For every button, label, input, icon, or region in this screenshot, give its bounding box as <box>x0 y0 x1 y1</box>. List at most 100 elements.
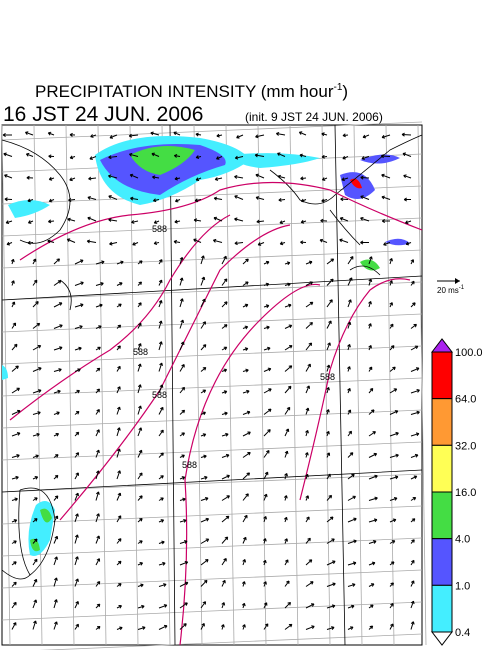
wind-arrow <box>53 577 58 587</box>
wind-arrow <box>32 578 38 587</box>
grid-line <box>353 124 363 646</box>
wind-arrow <box>32 558 38 566</box>
wind-arrow <box>108 155 118 160</box>
wind-arrow <box>283 516 288 523</box>
wind-arrow <box>74 534 79 544</box>
wind-arrow <box>32 258 37 265</box>
wind-arrow <box>341 177 349 182</box>
wind-arrow <box>368 583 375 587</box>
wind-arrow <box>90 134 97 138</box>
wind-arrow <box>410 600 415 609</box>
wind-arrow <box>347 539 357 544</box>
contour <box>19 181 423 261</box>
wind-arrow <box>389 603 394 609</box>
wind-arrow <box>410 497 417 501</box>
wind-arrow <box>95 388 101 394</box>
wind-arrow <box>179 341 185 351</box>
wind-arrow <box>326 278 334 286</box>
wind-arrow <box>368 561 376 566</box>
wind-arrow <box>32 367 42 372</box>
grid-line <box>1 473 423 493</box>
contour-label: 588 <box>182 460 197 470</box>
wind-arrow <box>95 535 101 544</box>
wind-arrow <box>254 153 265 158</box>
grid-line <box>1 281 423 301</box>
wind-arrow <box>116 406 121 415</box>
wind-arrow <box>368 540 377 544</box>
wind-arrow <box>263 282 270 287</box>
title: PRECIPITATION INTENSITY (mm hour-1) <box>35 82 348 101</box>
wind-arrow <box>368 409 375 415</box>
wind-arrow <box>74 513 79 523</box>
wind-arrow <box>116 560 122 566</box>
wind-arrow <box>263 260 270 265</box>
wind-arrow <box>284 406 291 415</box>
wind-arrow <box>305 537 311 544</box>
wind-arrow <box>263 325 270 330</box>
wind-arrow <box>284 472 288 480</box>
wind-arrow <box>362 134 370 139</box>
wind-arrow <box>11 475 19 480</box>
wind-arrow <box>389 388 398 394</box>
wind-arrow <box>360 240 370 245</box>
wind-arrow <box>305 321 313 329</box>
wind-arrow <box>284 385 292 394</box>
wind-arrow <box>221 453 230 458</box>
wind-arrow <box>95 408 100 415</box>
wind-arrow <box>236 134 244 139</box>
wind-arrow <box>95 260 105 265</box>
wind-arrow <box>195 177 202 181</box>
wind-arrow <box>221 495 230 501</box>
wind-arrow <box>53 556 58 566</box>
colorbar-segment <box>431 398 453 446</box>
wind-arrow <box>24 131 34 136</box>
wind-arrow <box>179 256 184 265</box>
wind-arrow <box>116 345 121 351</box>
wind-arrow <box>326 299 333 308</box>
wind-arrow <box>95 367 101 372</box>
wind-arrow <box>158 279 163 286</box>
wind-arrow <box>193 218 202 223</box>
wind-arrow <box>221 301 228 308</box>
wind-arrow <box>403 197 412 202</box>
wind-arrow <box>179 364 185 372</box>
wind-arrow <box>410 410 420 415</box>
wind-arrow <box>326 494 333 501</box>
wind-arrow <box>221 255 227 265</box>
wind-arrow <box>277 152 286 157</box>
wind-arrow <box>137 384 142 394</box>
wind-arrow <box>152 175 160 180</box>
wind-arrow <box>153 220 160 224</box>
wind-arrow <box>410 518 416 523</box>
wind-arrow <box>347 409 352 415</box>
wind-arrow <box>347 387 351 394</box>
wind-arrow <box>389 623 394 630</box>
wind-arrow <box>320 218 328 223</box>
wind-arrow <box>284 345 293 351</box>
wind-arrow <box>347 604 355 609</box>
wind-arrow <box>137 517 143 523</box>
wind-arrow <box>263 471 269 480</box>
title-close: ) <box>342 82 348 101</box>
wind-arrow <box>158 497 164 501</box>
wind-arrow <box>326 320 332 329</box>
wind-arrow <box>221 602 226 609</box>
wind-arrow <box>11 540 17 544</box>
wind-arrow <box>69 177 76 182</box>
wind-arrow <box>32 322 41 329</box>
wind-arrow <box>11 432 21 437</box>
wind-arrow <box>284 324 293 329</box>
wind-arrow <box>263 408 272 415</box>
wind-arrow <box>234 195 244 200</box>
wind-arrow <box>200 579 208 587</box>
wind-arrow <box>410 280 415 286</box>
wind-arrow <box>194 198 202 203</box>
wind-arrow <box>53 302 63 308</box>
wind-arrow <box>108 174 118 179</box>
wind-arrow <box>221 390 228 394</box>
wind-arrow <box>158 452 164 458</box>
wind-arrow <box>158 300 163 308</box>
grid-line <box>1 409 423 429</box>
wind-arrow <box>95 449 100 458</box>
wind-arrow <box>381 195 391 200</box>
